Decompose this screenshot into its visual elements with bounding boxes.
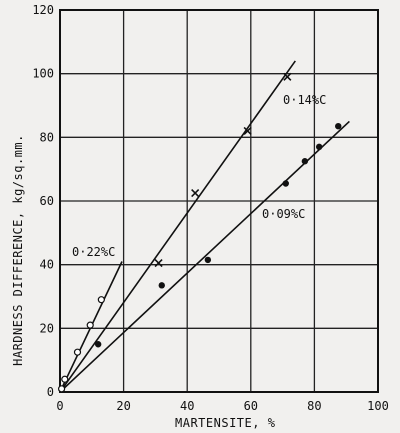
y-tick-label: 120 [32,3,54,17]
y-tick-label: 60 [40,194,54,208]
data-point-filled-circle [315,143,323,151]
fit-lines [59,60,350,393]
x-tick-label: 0 [56,399,63,413]
data-point-open-circle [57,385,66,393]
data-point-x [283,72,292,81]
data-point-open-circle [97,296,105,304]
data-point-filled-circle [158,282,165,289]
grid-lines [59,9,379,393]
data-point-filled-circle [335,122,342,130]
data-point-filled-circle [204,256,212,264]
data-point-open-circle [86,321,94,329]
y-axis-label: HARDNESS DIFFERENCE, kg/sq.mm. [11,134,25,366]
data-points [57,72,342,393]
x-tick-label: 60 [244,399,258,413]
x-tick-label: 40 [180,399,194,413]
x-axis-label: MARTENSITE, % [175,416,276,430]
x-tick-label: 100 [367,399,389,413]
annotation-022c: 0·22%C [72,245,115,259]
y-tick-label: 100 [32,67,54,81]
data-point-filled-circle [282,180,289,187]
data-point-x [243,126,252,136]
x-tick-label: 80 [307,399,321,413]
data-point-filled-circle [94,341,102,348]
data-point-open-circle [61,375,69,383]
y-tick-label: 80 [40,130,54,144]
fit-line [59,60,296,393]
y-tick-label: 0 [47,385,54,399]
data-point-x [154,259,163,268]
data-point-x [191,188,200,198]
plot-frame [59,9,379,393]
y-ticks: 0 20 40 60 80 100 120 [32,3,54,399]
y-tick-label: 20 [40,321,54,335]
x-tick-label: 20 [116,399,130,413]
annotation-014c: 0·14%C [283,93,326,107]
y-tick-label: 40 [40,258,54,272]
x-ticks: 0 20 40 60 80 100 [56,399,388,413]
fit-line [59,120,350,393]
annotation-009c: 0·09%C [262,207,305,221]
data-point-filled-circle [301,158,309,165]
data-point-open-circle [73,348,82,356]
